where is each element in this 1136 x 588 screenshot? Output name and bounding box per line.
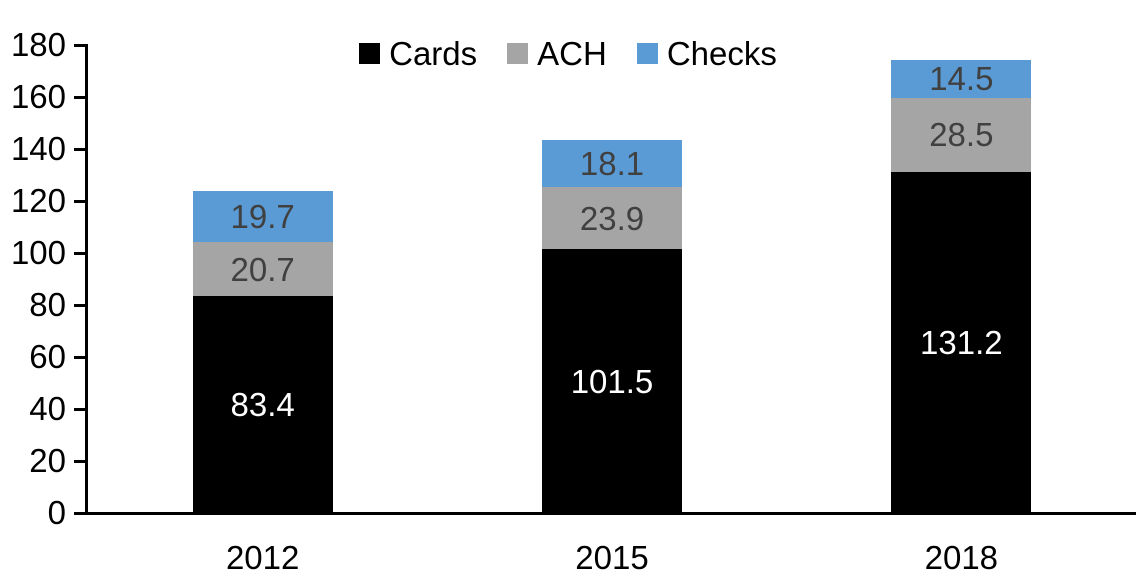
data-label: 20.7 <box>230 250 295 288</box>
legend-label: Cards <box>389 35 478 72</box>
data-label: 18.1 <box>579 144 645 182</box>
x-axis-label-2015: 2015 <box>575 539 649 576</box>
y-axis-tick-label: 60 <box>29 338 66 375</box>
legend-marker-checks <box>636 43 658 64</box>
y-axis-tick <box>74 407 88 411</box>
y-axis-tick <box>74 303 88 307</box>
y-axis-tick-label: 100 <box>10 234 66 271</box>
data-label: 28.5 <box>929 116 994 154</box>
y-axis-tick-label: 40 <box>29 390 66 427</box>
legend-marker-cards <box>359 43 381 64</box>
legend-item-checks: Checks <box>636 35 777 72</box>
bar-segment-cards-2015: 101.5 <box>542 249 682 513</box>
y-axis-tick <box>74 43 88 47</box>
y-axis-tick-label: 0 <box>47 494 66 531</box>
y-axis-tick <box>74 355 88 359</box>
y-axis-tick <box>74 199 88 203</box>
y-axis-tick <box>74 511 88 515</box>
bar-segment-ach-2015: 23.9 <box>542 186 682 250</box>
bar-segment-ach-2018: 28.5 <box>891 97 1032 172</box>
y-axis-tick-label: 180 <box>10 26 66 63</box>
y-axis-tick <box>74 459 88 463</box>
y-axis-tick <box>74 95 88 99</box>
bar-segment-cards-2012: 83.4 <box>192 296 333 513</box>
y-axis-tick-label: 140 <box>10 130 66 167</box>
bar-segment-checks-2018: 14.5 <box>891 60 1032 98</box>
x-axis-line <box>74 512 1136 515</box>
bar-segment-cards-2018: 131.2 <box>891 171 1032 513</box>
y-axis-line <box>85 45 88 515</box>
y-axis-tick-label: 80 <box>29 286 66 323</box>
data-label: 131.2 <box>920 323 1003 361</box>
y-axis-tick-label: 120 <box>10 182 66 219</box>
legend-item-cards: Cards <box>359 37 477 70</box>
y-axis-tick <box>74 251 88 255</box>
legend-marker-ach <box>507 43 529 64</box>
legend-label: Checks <box>666 35 777 72</box>
x-axis-label-2018: 2018 <box>924 539 999 576</box>
bar-segment-checks-2012: 19.7 <box>192 191 333 243</box>
y-axis-tick <box>74 147 88 151</box>
legend-item-ach: ACH <box>507 37 607 70</box>
bar-segment-ach-2012: 20.7 <box>192 242 333 297</box>
data-label: 83.4 <box>230 386 295 424</box>
chart-legend: Cards ACH Checks <box>0 37 1136 70</box>
x-axis-label-2012: 2012 <box>225 539 300 576</box>
legend-label: ACH <box>537 35 607 72</box>
bar-segment-checks-2015: 18.1 <box>542 139 682 187</box>
data-label: 101.5 <box>570 362 654 400</box>
data-label: 19.7 <box>230 198 295 236</box>
y-axis-tick-label: 160 <box>10 78 66 115</box>
data-label: 14.5 <box>929 60 994 98</box>
data-label: 23.9 <box>579 199 645 237</box>
y-axis-tick-label: 20 <box>29 442 66 479</box>
